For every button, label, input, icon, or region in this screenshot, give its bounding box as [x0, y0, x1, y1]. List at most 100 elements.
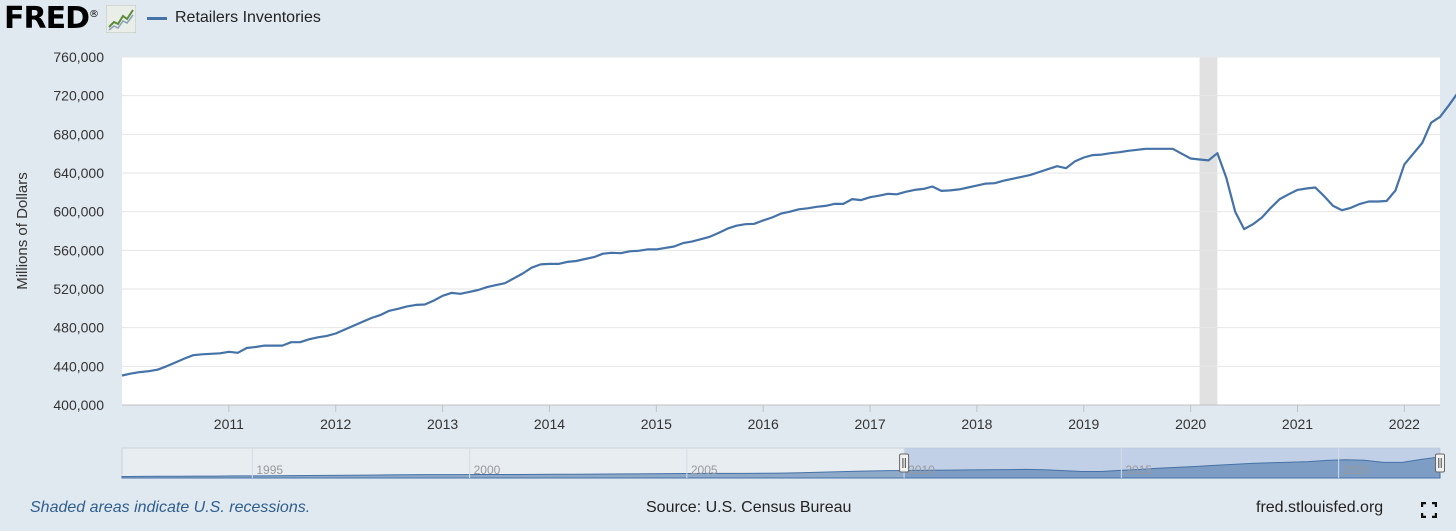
data-point: [1234, 211, 1236, 213]
y-tick-label: 680,000: [53, 126, 104, 142]
data-point: [504, 282, 506, 284]
data-point: [1083, 156, 1085, 158]
data-point: [1279, 198, 1281, 200]
handle-grip[interactable]: [1435, 453, 1445, 473]
data-point: [664, 247, 666, 249]
data-point: [896, 193, 898, 195]
data-point: [1243, 228, 1245, 230]
navigator-ticks: 1995 2000 2005 2010 2015 2020: [251, 448, 1370, 478]
data-point: [566, 261, 568, 263]
data-point: [1181, 153, 1183, 155]
data-point: [272, 345, 274, 347]
navigator-tick-label: 2010: [908, 463, 935, 477]
data-point: [1341, 209, 1343, 211]
data-point: [477, 289, 479, 291]
data-point: [1261, 216, 1263, 218]
data-point: [744, 223, 746, 225]
x-axis: 2011 2012 2013 2014 2015 2016 2017 2018 2019 2020…: [122, 404, 1440, 432]
data-point: [1163, 148, 1165, 150]
data-point: [308, 338, 310, 340]
data-point: [611, 252, 613, 254]
fred-url[interactable]: fred.stlouisfed.org: [1256, 499, 1384, 516]
data-point: [1305, 187, 1307, 189]
legend-label[interactable]: Retailers Inventories: [175, 9, 321, 26]
data-point: [1154, 148, 1156, 150]
data-point: [157, 369, 159, 371]
data-point: [1207, 159, 1209, 161]
data-point: [629, 250, 631, 252]
data-point: [210, 353, 212, 355]
data-point: [1216, 152, 1218, 154]
data-point: [379, 314, 381, 316]
data-point: [602, 253, 604, 255]
legend-swatch: [147, 17, 167, 20]
data-point: [1109, 152, 1111, 154]
navigator-handle-left[interactable]: [899, 453, 910, 473]
data-point: [1127, 150, 1129, 152]
data-point: [878, 195, 880, 197]
series-line: [121, 93, 1456, 377]
data-point: [397, 308, 399, 310]
data-point: [1145, 148, 1147, 150]
range-navigator[interactable]: 1995 2000 2005 2010 2015 2020: [121, 447, 1445, 479]
data-point: [646, 248, 648, 250]
data-point: [824, 205, 826, 207]
fred-logo[interactable]: FRED®: [4, 1, 99, 36]
data-point: [361, 321, 363, 323]
data-point: [700, 238, 702, 240]
data-point: [352, 325, 354, 327]
navigator-tick-label: 1995: [256, 463, 283, 477]
data-point: [1296, 189, 1298, 191]
data-point: [727, 228, 729, 230]
data-point: [433, 300, 435, 302]
data-point: [1074, 160, 1076, 162]
data-point: [976, 185, 978, 187]
data-point: [762, 219, 764, 221]
data-point: [246, 347, 248, 349]
data-point: [263, 345, 265, 347]
navigator-tick-label: 2005: [691, 463, 718, 477]
x-tick-label: 2016: [748, 416, 779, 432]
data-point: [228, 351, 230, 353]
data-point: [816, 206, 818, 208]
data-point: [940, 190, 942, 192]
navigator-handle-right[interactable]: [1435, 453, 1445, 473]
data-point: [1270, 207, 1272, 209]
source-credit: Source: U.S. Census Bureau: [646, 499, 852, 516]
data-point: [735, 225, 737, 227]
data-point: [1448, 104, 1450, 106]
y-tick-label: 760,000: [53, 49, 104, 65]
data-point: [415, 304, 417, 306]
data-point: [424, 303, 426, 305]
data-point: [557, 263, 559, 265]
data-point: [165, 365, 167, 367]
data-point: [148, 370, 150, 372]
data-point: [1439, 116, 1441, 118]
data-point: [174, 361, 176, 363]
data-point: [1288, 193, 1290, 195]
x-tick-label: 2020: [1175, 416, 1206, 432]
data-point: [468, 291, 470, 293]
y-axis: 400,000 440,000 480,000 520,000 560,000 600,0…: [53, 49, 104, 413]
data-point: [1368, 200, 1370, 202]
fullscreen-icon[interactable]: [1421, 502, 1437, 518]
data-point: [851, 198, 853, 200]
x-tick-label: 2021: [1282, 416, 1313, 432]
data-point: [1225, 177, 1227, 179]
y-tick-label: 600,000: [53, 204, 104, 220]
data-point: [317, 336, 319, 338]
data-point: [237, 352, 239, 354]
data-point: [682, 242, 684, 244]
recession-band: [1199, 57, 1218, 405]
data-point: [1065, 167, 1067, 169]
data-point: [869, 196, 871, 198]
data-point: [709, 236, 711, 238]
handle-grip[interactable]: [899, 453, 910, 473]
data-point: [1092, 154, 1094, 156]
data-point: [1394, 189, 1396, 191]
x-tick-label: 2011: [214, 416, 244, 432]
data-point: [201, 353, 203, 355]
data-point: [833, 203, 835, 205]
data-point: [842, 203, 844, 205]
